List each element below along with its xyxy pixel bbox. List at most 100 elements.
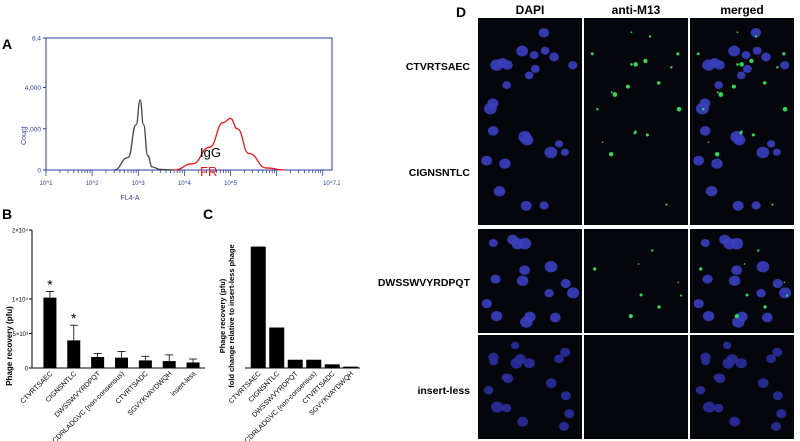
- phage-signal: [643, 58, 648, 64]
- nucleus: [554, 354, 564, 364]
- phage-signal: [648, 35, 652, 38]
- micrograph-image: [601, 130, 668, 206]
- bar-b-0: [43, 297, 57, 368]
- row-label-cignsntlc: CIGNSNTLC: [408, 167, 470, 179]
- bar-b-category-label: insert-less: [170, 370, 198, 398]
- nucleus: [523, 358, 535, 369]
- phage-signal: [757, 249, 760, 252]
- bar-b-y-axis-label: Phage recovery (pfu): [5, 306, 14, 386]
- nucleus: [693, 298, 704, 309]
- legend-fr: FR: [200, 164, 218, 179]
- nucleus: [483, 386, 494, 395]
- micrograph-image: [695, 341, 787, 431]
- nucleus: [560, 391, 571, 401]
- phage-signal: [714, 152, 720, 157]
- phage-signal: [633, 62, 638, 67]
- phage-signal: [601, 141, 604, 143]
- micrograph-image: [483, 341, 575, 431]
- nucleus: [702, 274, 713, 284]
- nucleus: [490, 274, 501, 284]
- nucleus: [520, 316, 533, 328]
- bar-b-y-tick-label: 2×10⁴: [12, 228, 29, 235]
- bar-b-2: [91, 356, 105, 368]
- bar-c-2: [287, 359, 303, 368]
- phage-signal: [734, 314, 739, 319]
- phage-signal: [637, 263, 640, 265]
- nucleus: [703, 401, 716, 413]
- nucleus: [568, 61, 578, 70]
- micrograph-image: [483, 28, 578, 115]
- nucleus: [539, 201, 549, 210]
- phage-signal: [630, 31, 633, 34]
- nucleus: [516, 45, 529, 57]
- nucleus: [772, 278, 783, 289]
- nucleus: [497, 58, 509, 68]
- phage-signal: [639, 293, 643, 297]
- phage-signal: [656, 81, 661, 85]
- phage-signal: [657, 305, 661, 309]
- phage-signal: [670, 66, 673, 69]
- micrograph-image: [593, 249, 683, 319]
- nucleus: [757, 378, 769, 388]
- bar-b-category-label: DWSSWVYRDPQT: [54, 370, 103, 419]
- nucleus: [560, 347, 571, 357]
- nucleus: [544, 261, 558, 273]
- micrograph-dapi-ctvrtsaec: [478, 18, 582, 122]
- nucleus: [501, 403, 512, 413]
- nucleus: [487, 126, 499, 136]
- nucleus: [502, 81, 512, 90]
- phage-signal: [633, 131, 637, 135]
- phage-signal: [736, 63, 739, 66]
- phage-signal: [651, 249, 654, 252]
- nucleus: [714, 81, 724, 90]
- nucleus: [722, 341, 732, 350]
- phage-signal: [763, 305, 767, 309]
- phage-signal: [782, 52, 786, 56]
- phage-signal: [630, 63, 633, 66]
- micrograph-image: [481, 234, 580, 328]
- histogram-x-tick-label: 10^5: [224, 181, 237, 187]
- nucleus: [699, 126, 711, 136]
- nucleus: [493, 186, 506, 197]
- nucleus: [529, 51, 539, 60]
- nucleus: [549, 52, 559, 62]
- micrograph-anti-m13-ctvrtsaec: [584, 18, 688, 122]
- nucleus: [702, 311, 715, 322]
- histogram-x-axis-label: FL4-A: [120, 195, 139, 202]
- nucleus: [705, 186, 718, 197]
- row-label-insert-less: insert-less: [417, 385, 470, 397]
- nucleus: [701, 357, 710, 366]
- histogram-y-tick-label: 2,000: [25, 126, 42, 133]
- bar-b-y-tick-label: 0: [25, 367, 29, 373]
- micrograph-dapi-cignsntlc: [478, 121, 582, 225]
- nucleus: [519, 265, 531, 276]
- micrograph-merged-insert-less: [690, 335, 794, 439]
- phage-signal: [702, 107, 705, 111]
- phage-signal: [696, 52, 700, 56]
- histogram-y-tick-label: 0: [37, 168, 41, 175]
- bar-b-significance-star: *: [47, 276, 53, 292]
- bar-c-0: [250, 246, 266, 368]
- nucleus: [567, 287, 580, 299]
- panel-d-letter: D: [456, 4, 467, 20]
- histogram-x-tick-label: 10^1: [40, 181, 53, 187]
- nucleus: [761, 312, 773, 323]
- phage-signal: [754, 35, 758, 38]
- nucleus: [728, 45, 741, 57]
- phage-signal: [731, 84, 736, 89]
- bar-b-significance-star: *: [71, 310, 77, 326]
- nucleus: [507, 234, 519, 245]
- fr-histogram-curve: [174, 117, 285, 171]
- nucleus: [711, 158, 723, 169]
- phage-signal: [676, 52, 680, 56]
- nucleus: [772, 391, 783, 401]
- bar-b-6: [186, 362, 200, 368]
- nucleus: [518, 237, 532, 250]
- nucleus: [732, 200, 744, 211]
- nucleus: [560, 278, 571, 289]
- phage-signal: [739, 62, 744, 67]
- panel-b-letter: B: [2, 206, 13, 222]
- micrograph-anti-m13-dwsswvyrdpqt: [584, 229, 688, 333]
- phage-signal: [743, 263, 746, 265]
- nucleus: [483, 102, 497, 115]
